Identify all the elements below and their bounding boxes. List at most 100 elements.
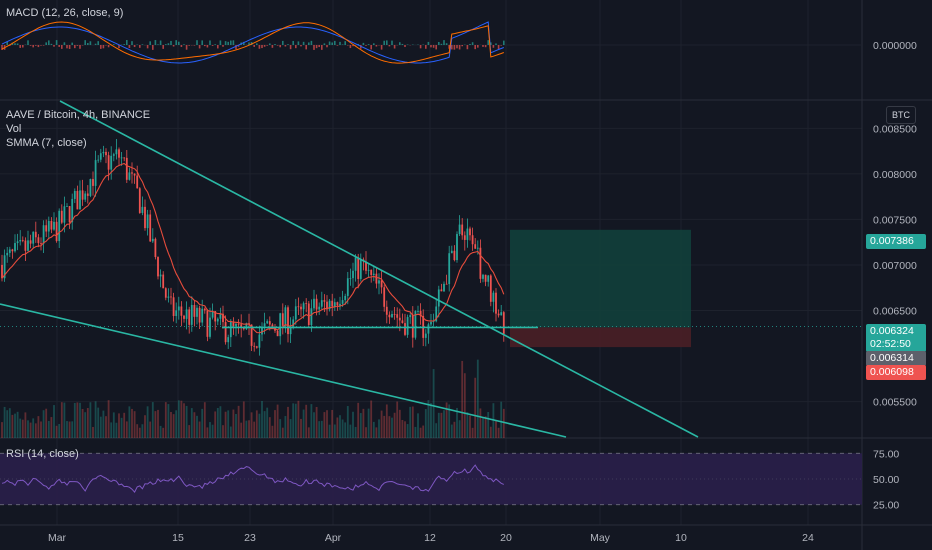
candle-body: [40, 243, 42, 244]
currency-button[interactable]: BTC: [886, 106, 916, 124]
macd-histogram-bar: [279, 45, 281, 48]
macd-histogram-bar: [16, 43, 19, 45]
candle-body: [120, 157, 123, 159]
volume-bar: [315, 406, 318, 438]
candle-body: [60, 210, 63, 223]
macd-histogram-bar: [235, 45, 237, 50]
candle-body: [81, 190, 84, 200]
volume-bar: [328, 424, 331, 438]
macd-histogram-bar: [131, 41, 133, 45]
macd-histogram-bar: [401, 43, 404, 45]
candle-body: [24, 240, 27, 251]
macd-histogram-bar: [440, 43, 443, 45]
volume-bar: [237, 405, 240, 438]
volume-bar: [448, 404, 451, 438]
macd-histogram-bar: [295, 45, 297, 49]
macd-histogram-bar: [193, 45, 196, 46]
candle-body: [47, 220, 50, 232]
candle-body: [63, 206, 66, 223]
macd-histogram-bar: [490, 42, 492, 45]
candle-body: [333, 302, 336, 307]
volume-bar: [294, 403, 297, 438]
volume-bar: [164, 402, 167, 438]
candle-body: [42, 225, 45, 244]
candle-body: [456, 234, 458, 261]
volume-bar: [240, 422, 243, 438]
vol-label[interactable]: Vol: [6, 123, 22, 135]
rsi-label[interactable]: RSI (14, close): [6, 448, 79, 460]
macd-histogram-bar: [339, 41, 341, 45]
macd-histogram-bar: [175, 40, 177, 45]
volume-bar: [401, 419, 404, 438]
candle-body: [255, 346, 258, 348]
candle-body: [138, 188, 141, 213]
candle-body: [89, 179, 92, 196]
macd-histogram-bar: [399, 42, 401, 45]
candle-body: [276, 330, 279, 337]
macd-histogram-bar: [53, 45, 55, 47]
candle-body: [378, 280, 380, 284]
volume-bar: [471, 427, 474, 438]
candle-body: [177, 306, 180, 311]
candle-body: [216, 318, 219, 322]
volume-bar: [47, 420, 50, 438]
volume-bar: [136, 424, 139, 438]
volume-bar: [209, 422, 211, 438]
volume-bar: [458, 420, 461, 438]
candle-body: [502, 312, 505, 334]
macd-histogram-bar: [211, 45, 214, 46]
macd-histogram-bar: [68, 45, 71, 49]
volume-bar: [320, 420, 323, 438]
macd-histogram-bar: [487, 40, 489, 45]
macd-histogram-bar: [341, 44, 344, 45]
volume-bar: [261, 400, 263, 438]
volume-bar: [66, 421, 68, 438]
volume-bar: [437, 412, 440, 438]
volume-bar: [453, 421, 456, 438]
candle-body: [315, 298, 318, 310]
candle-body: [162, 274, 165, 289]
volume-bar: [375, 427, 378, 438]
macd-histogram-bar: [276, 45, 279, 46]
candle-body: [235, 323, 237, 327]
macd-histogram-bar: [269, 43, 271, 45]
volume-bar: [14, 413, 16, 438]
candle-body: [336, 302, 339, 306]
volume-bar: [404, 421, 406, 438]
candle-body: [427, 324, 430, 334]
macd-histogram-bar: [386, 40, 388, 45]
candle-body: [391, 313, 393, 318]
volume-bar: [63, 402, 66, 438]
volume-bar: [341, 419, 344, 438]
macd-histogram-bar: [27, 40, 29, 45]
volume-bar: [310, 404, 313, 438]
volume-bar: [391, 417, 393, 438]
volume-bar: [409, 406, 412, 438]
volume-bar: [102, 410, 105, 438]
macd-histogram-bar: [139, 45, 141, 48]
candle-body: [448, 253, 451, 285]
macd-histogram-bar: [71, 42, 73, 45]
volume-bar: [224, 411, 227, 438]
macd-histogram-bar: [84, 40, 86, 45]
symbol-title[interactable]: AAVE / Bitcoin, 4h, BINANCE: [6, 109, 151, 121]
x-axis-label: Apr: [325, 532, 342, 544]
candle-body: [372, 273, 375, 275]
macd-histogram-bar: [310, 40, 313, 45]
smma-label[interactable]: SMMA (7, close): [6, 137, 87, 149]
macd-histogram-bar: [146, 45, 149, 49]
candle-body: [346, 278, 349, 296]
smma-line: [1, 162, 505, 334]
x-axis-label: May: [590, 532, 611, 544]
volume-bar: [159, 425, 162, 438]
volume-bar: [94, 401, 97, 438]
macd-histogram-bar: [503, 40, 505, 45]
volume-bar: [443, 410, 445, 438]
candle-body: [307, 303, 310, 325]
candle-body: [97, 159, 100, 161]
volume-bar: [500, 401, 503, 438]
price-tick-label: 0.005500: [873, 397, 917, 409]
rsi-legend: RSI (14, close): [6, 447, 79, 461]
volume-bar: [266, 407, 269, 438]
